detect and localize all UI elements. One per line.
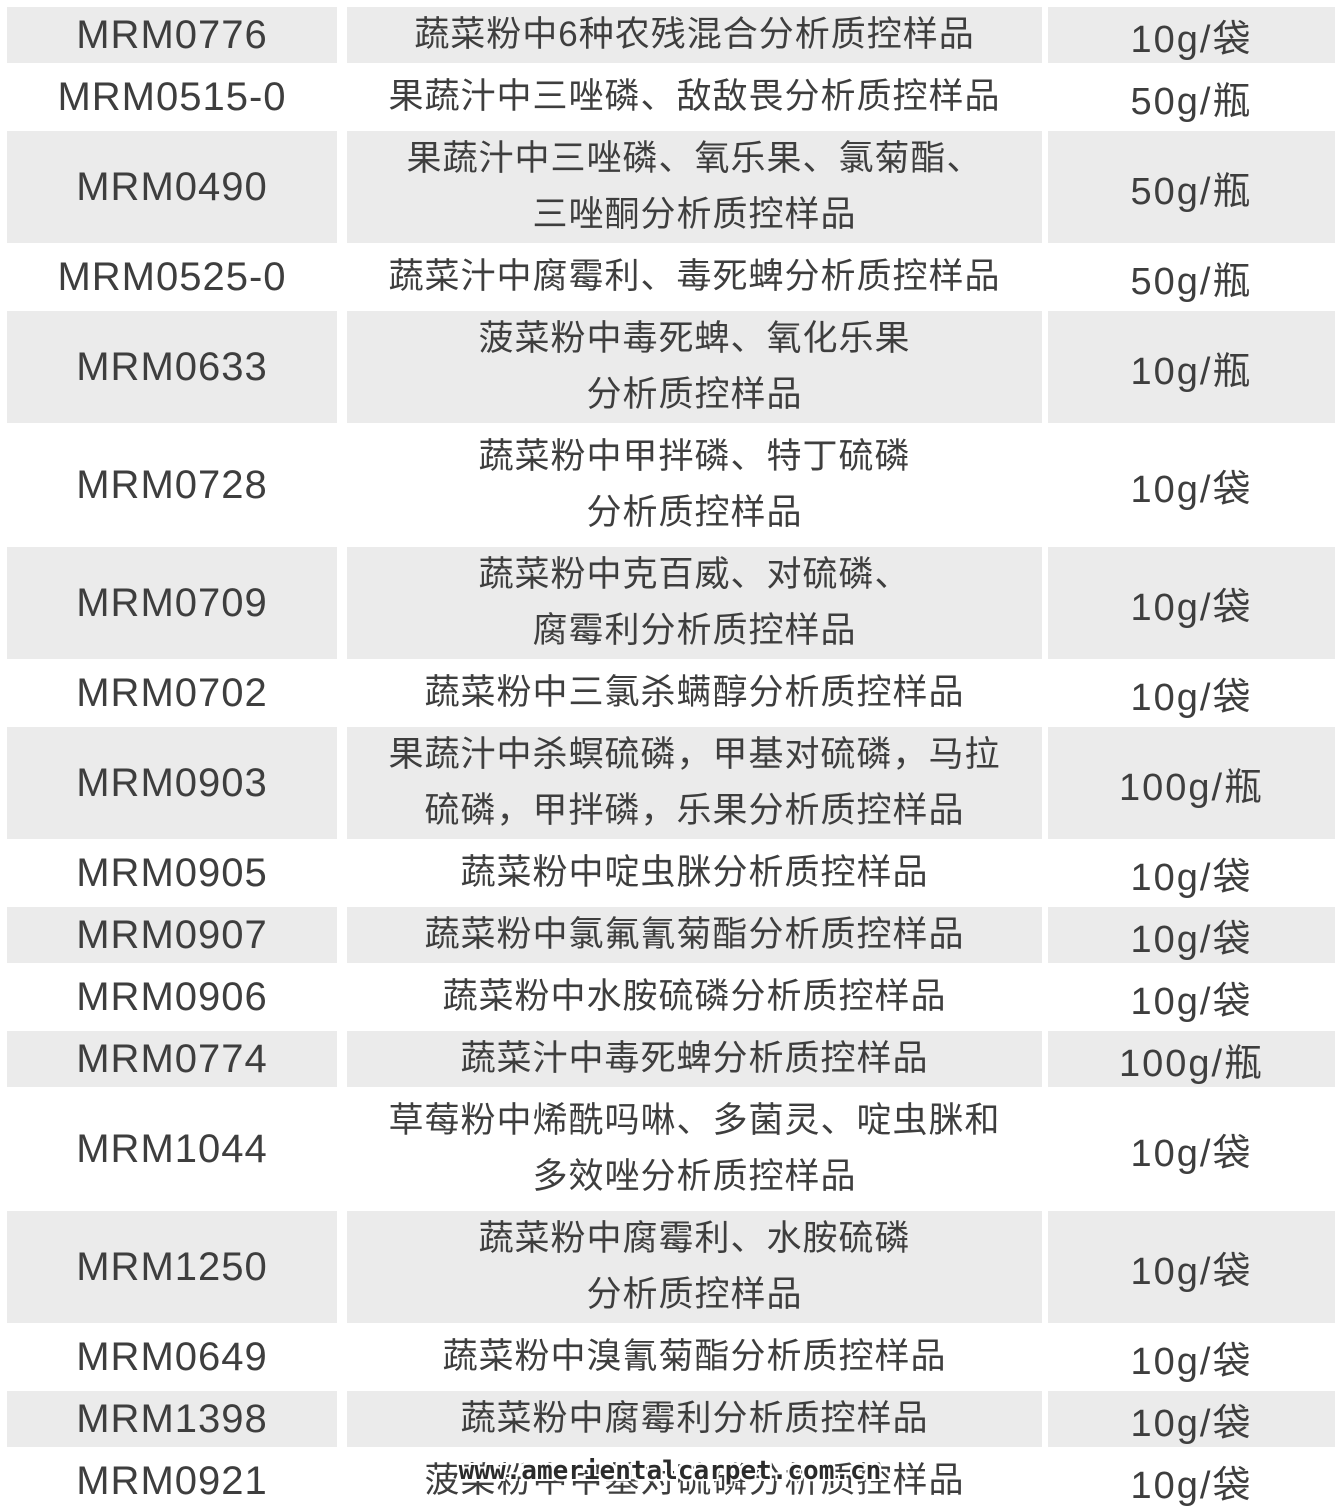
description-cell: 蔬菜粉中水胺硫磷分析质控样品 (347, 969, 1042, 1025)
spec-cell: 10g/瓶 (1048, 311, 1335, 423)
description-cell: 果蔬汁中杀螟硫磷，甲基对硫磷，马拉 硫磷，甲拌磷，乐果分析质控样品 (347, 727, 1042, 839)
code-cell: MRM0921 (7, 1453, 337, 1509)
table-row: MRM0649 蔬菜粉中溴氰菊酯分析质控样品 10g/袋 (7, 1329, 1335, 1385)
code-cell: MRM0774 (7, 1031, 337, 1087)
watermark-text: www.amerientalcarpet.com.cn (458, 1456, 882, 1486)
spec-cell: 10g/袋 (1048, 547, 1335, 659)
description-cell: 果蔬汁中三唑磷、敌敌畏分析质控样品 (347, 69, 1042, 125)
table-row: MRM0709 蔬菜粉中克百威、对硫磷、 腐霉利分析质控样品 10g/袋 (7, 547, 1335, 659)
code-cell: MRM0633 (7, 311, 337, 423)
description-cell: 蔬菜粉中氯氟氰菊酯分析质控样品 (347, 907, 1042, 963)
description-cell: 果蔬汁中三唑磷、氧乐果、氯菊酯、 三唑酮分析质控样品 (347, 131, 1042, 243)
spec-cell: 10g/袋 (1048, 1211, 1335, 1323)
table-row: MRM0774 蔬菜汁中毒死蜱分析质控样品 100g/瓶 (7, 1031, 1335, 1087)
description-cell: 蔬菜汁中毒死蜱分析质控样品 (347, 1031, 1042, 1087)
description-cell: 蔬菜粉中6种农残混合分析质控样品 (347, 7, 1042, 63)
description-cell: 蔬菜粉中啶虫脒分析质控样品 (347, 845, 1042, 901)
table-row: MRM0903 果蔬汁中杀螟硫磷，甲基对硫磷，马拉 硫磷，甲拌磷，乐果分析质控样… (7, 727, 1335, 839)
spec-cell: 10g/袋 (1048, 1093, 1335, 1205)
code-cell: MRM0515-0 (7, 69, 337, 125)
spec-cell: 10g/袋 (1048, 845, 1335, 901)
description-cell: 蔬菜粉中甲拌磷、特丁硫磷 分析质控样品 (347, 429, 1042, 541)
table-row: MRM0728 蔬菜粉中甲拌磷、特丁硫磷 分析质控样品 10g/袋 (7, 429, 1335, 541)
table-row: MRM1044 草莓粉中烯酰吗啉、多菌灵、啶虫脒和 多效唑分析质控样品 10g/… (7, 1093, 1335, 1205)
description-cell: 菠菜粉中毒死蜱、氧化乐果 分析质控样品 (347, 311, 1042, 423)
description-cell: 蔬菜粉中腐霉利分析质控样品 (347, 1391, 1042, 1447)
table-row: MRM0776 蔬菜粉中6种农残混合分析质控样品 10g/袋 (7, 7, 1335, 63)
table-row: MRM0907 蔬菜粉中氯氟氰菊酯分析质控样品 10g/袋 (7, 907, 1335, 963)
spec-cell: 10g/袋 (1048, 7, 1335, 63)
spec-cell: 100g/瓶 (1048, 727, 1335, 839)
spec-cell: 100g/瓶 (1048, 1031, 1335, 1087)
table-row: MRM1398 蔬菜粉中腐霉利分析质控样品 10g/袋 (7, 1391, 1335, 1447)
spec-cell: 10g/袋 (1048, 1391, 1335, 1447)
table-row: MRM0525-0 蔬菜汁中腐霉利、毒死蜱分析质控样品 50g/瓶 (7, 249, 1335, 305)
code-cell: MRM0702 (7, 665, 337, 721)
description-cell: 蔬菜粉中三氯杀螨醇分析质控样品 (347, 665, 1042, 721)
spec-cell: 50g/瓶 (1048, 249, 1335, 305)
code-cell: MRM0903 (7, 727, 337, 839)
description-cell: 蔬菜粉中克百威、对硫磷、 腐霉利分析质控样品 (347, 547, 1042, 659)
spec-cell: 50g/瓶 (1048, 131, 1335, 243)
code-cell: MRM1398 (7, 1391, 337, 1447)
code-cell: MRM0525-0 (7, 249, 337, 305)
code-cell: MRM0776 (7, 7, 337, 63)
table-row: MRM0906 蔬菜粉中水胺硫磷分析质控样品 10g/袋 (7, 969, 1335, 1025)
description-cell: 蔬菜汁中腐霉利、毒死蜱分析质控样品 (347, 249, 1042, 305)
description-cell: 草莓粉中烯酰吗啉、多菌灵、啶虫脒和 多效唑分析质控样品 (347, 1093, 1042, 1205)
code-cell: MRM0709 (7, 547, 337, 659)
spec-cell: 10g/袋 (1048, 1329, 1335, 1385)
code-cell: MRM0907 (7, 907, 337, 963)
code-cell: MRM1044 (7, 1093, 337, 1205)
table-row: MRM0702 蔬菜粉中三氯杀螨醇分析质控样品 10g/袋 (7, 665, 1335, 721)
code-cell: MRM0905 (7, 845, 337, 901)
code-cell: MRM0906 (7, 969, 337, 1025)
description-cell: 蔬菜粉中溴氰菊酯分析质控样品 (347, 1329, 1042, 1385)
table-row: MRM1250 蔬菜粉中腐霉利、水胺硫磷 分析质控样品 10g/袋 (7, 1211, 1335, 1323)
spec-cell: 10g/袋 (1048, 907, 1335, 963)
spec-cell: 10g/袋 (1048, 429, 1335, 541)
description-cell: 蔬菜粉中腐霉利、水胺硫磷 分析质控样品 (347, 1211, 1042, 1323)
table-row: MRM0490 果蔬汁中三唑磷、氧乐果、氯菊酯、 三唑酮分析质控样品 50g/瓶 (7, 131, 1335, 243)
table-row: MRM0633 菠菜粉中毒死蜱、氧化乐果 分析质控样品 10g/瓶 (7, 311, 1335, 423)
spec-cell: 50g/瓶 (1048, 69, 1335, 125)
spec-cell: 10g/袋 (1048, 969, 1335, 1025)
spec-cell: 10g/袋 (1048, 665, 1335, 721)
table-row: MRM0905 蔬菜粉中啶虫脒分析质控样品 10g/袋 (7, 845, 1335, 901)
spec-cell: 10g/袋 (1048, 1453, 1335, 1509)
code-cell: MRM0728 (7, 429, 337, 541)
code-cell: MRM0490 (7, 131, 337, 243)
table-row: MRM0515-0 果蔬汁中三唑磷、敌敌畏分析质控样品 50g/瓶 (7, 69, 1335, 125)
code-cell: MRM1250 (7, 1211, 337, 1323)
code-cell: MRM0649 (7, 1329, 337, 1385)
